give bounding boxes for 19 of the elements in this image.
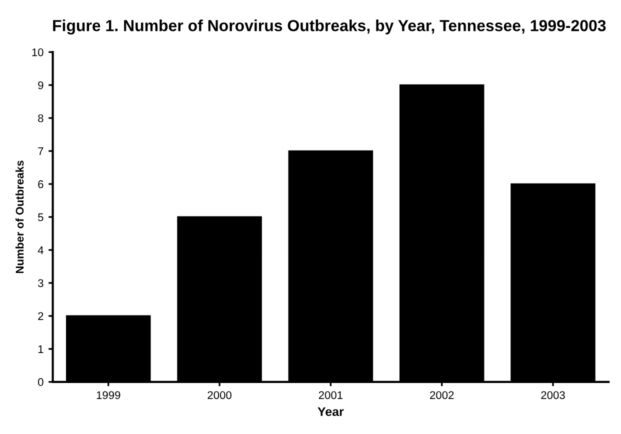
y-tick-label: 9 — [38, 81, 44, 90]
x-tick-label: 2002 — [430, 391, 454, 400]
y-axis-title: Number of Outbreaks — [15, 160, 24, 274]
y-tick-label: 6 — [38, 180, 44, 188]
x-tick-label: 2003 — [541, 391, 565, 400]
y-tick-label: 3 — [38, 279, 44, 288]
x-tick-label: 1999 — [96, 391, 120, 400]
y-tick-label: 1 — [38, 345, 44, 353]
x-tick-label: 2000 — [208, 391, 232, 400]
y-tick-label: 0 — [38, 378, 44, 386]
x-axis-title: Year — [318, 407, 344, 416]
y-tick-label: 5 — [38, 213, 44, 222]
chart-title: Figure 1. Number of Norovirus Outbreaks, by Year, Tennessee, 1999-2003 — [53, 20, 606, 34]
y-tick-label: 7 — [38, 147, 44, 156]
y-tick-label: 10 — [32, 48, 44, 56]
x-tick-label: 2001 — [318, 391, 342, 400]
y-tick-label: 2 — [38, 312, 44, 320]
y-tick-label: 8 — [38, 114, 44, 122]
y-tick-label: 4 — [38, 246, 44, 254]
